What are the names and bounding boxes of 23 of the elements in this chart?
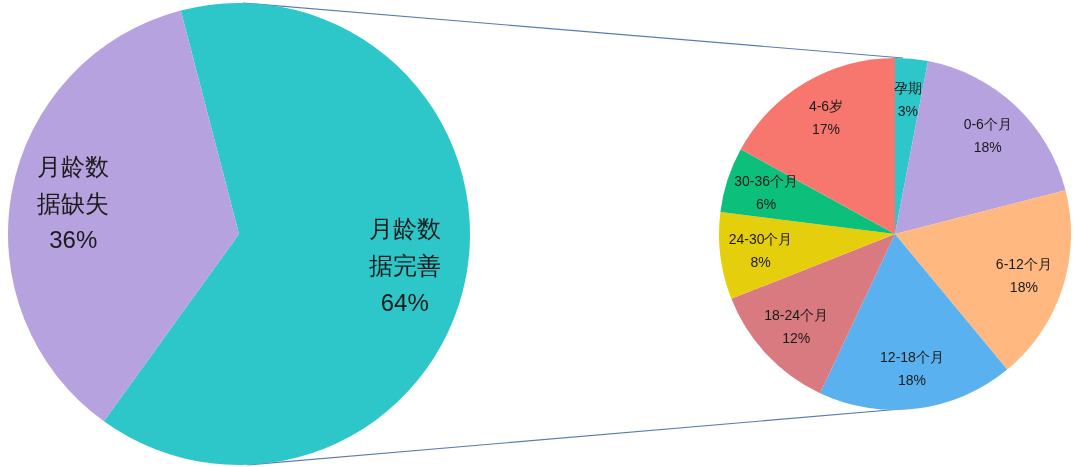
data-label: 6% (756, 195, 777, 212)
pie-slice (719, 211, 895, 299)
pie-slice (895, 61, 1066, 234)
slice-label: 18-24个月 (764, 307, 829, 324)
slice-label: 12-18个月 (880, 348, 944, 365)
pie-slice (8, 10, 239, 422)
slice-label: 0-6个月 (963, 115, 1012, 132)
data-label: 8% (750, 254, 771, 271)
slice-label: 30-36个月 (734, 172, 799, 189)
data-label: 18% (897, 371, 926, 388)
data-label: 18% (973, 138, 1002, 155)
data-label: 17% (812, 120, 841, 137)
slice-label: 月龄数据完善 (368, 214, 441, 279)
data-label: 3% (897, 102, 918, 119)
data-label: 64% (380, 288, 429, 316)
slice-label: 4-6岁 (808, 97, 844, 114)
pie-slice (720, 149, 895, 234)
slice-label: 月龄数据缺失 (37, 152, 110, 217)
data-label: 18% (1009, 279, 1038, 296)
slice-label: 24-30个月 (728, 231, 793, 248)
data-label: 12% (782, 330, 811, 347)
data-label: 36% (49, 226, 98, 254)
slice-label: 6-12个月 (995, 256, 1052, 273)
